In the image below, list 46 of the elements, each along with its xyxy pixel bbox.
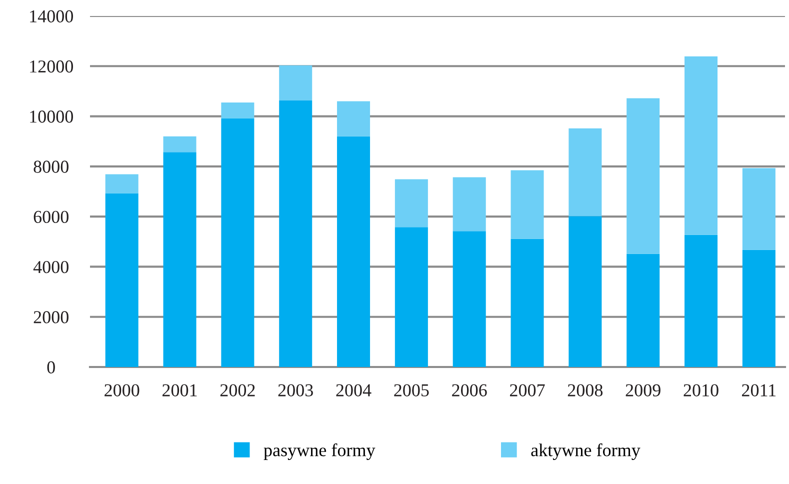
bar — [105, 193, 138, 367]
x-tick-label: 2007 — [510, 384, 545, 396]
x-tick-label: 2010 — [684, 384, 718, 396]
bar — [742, 250, 776, 367]
bar — [510, 170, 544, 239]
x-tick-label: 2011 — [742, 384, 776, 396]
bar — [163, 136, 196, 152]
x-tick-label: 2008 — [568, 384, 603, 396]
x-tick-label: 2002 — [220, 384, 255, 396]
bar — [279, 100, 312, 367]
x-tick-label: 2003 — [278, 384, 313, 396]
bar — [626, 254, 660, 367]
y-tick-label: 4000 — [33, 260, 68, 274]
bar — [221, 102, 254, 118]
x-tick-label: 2000 — [104, 384, 140, 396]
bar — [568, 216, 602, 367]
bar — [105, 174, 138, 194]
bar — [452, 231, 486, 367]
x-tick-label: 2009 — [626, 384, 660, 396]
y-tick-label: 12000 — [30, 60, 73, 73]
legend-label: aktywne formy — [531, 443, 640, 460]
bar — [221, 118, 254, 367]
legend-label: pasywne formy — [264, 443, 376, 460]
x-tick-label: 2001 — [162, 384, 197, 396]
bar — [684, 56, 718, 235]
bar — [337, 101, 370, 136]
bar — [568, 128, 602, 216]
bar — [684, 234, 718, 367]
y-tick-label: 6000 — [34, 210, 68, 224]
bar — [394, 179, 428, 228]
y-tick-label: 8000 — [34, 160, 68, 173]
bar — [626, 98, 660, 254]
x-tick-label: 2004 — [336, 384, 372, 396]
bar — [452, 177, 486, 232]
bar — [279, 65, 312, 100]
x-tick-label: 2005 — [394, 384, 429, 396]
y-tick-label: 2000 — [34, 311, 68, 324]
bar — [163, 152, 196, 367]
y-tick-label: 14000 — [30, 10, 73, 22]
bar — [510, 238, 544, 367]
x-tick-label: 2006 — [452, 384, 487, 396]
bar — [742, 168, 776, 250]
y-tick-label: 0 — [47, 361, 55, 374]
bar — [337, 136, 370, 367]
y-tick-label: 10000 — [30, 110, 73, 123]
bar — [394, 227, 428, 367]
